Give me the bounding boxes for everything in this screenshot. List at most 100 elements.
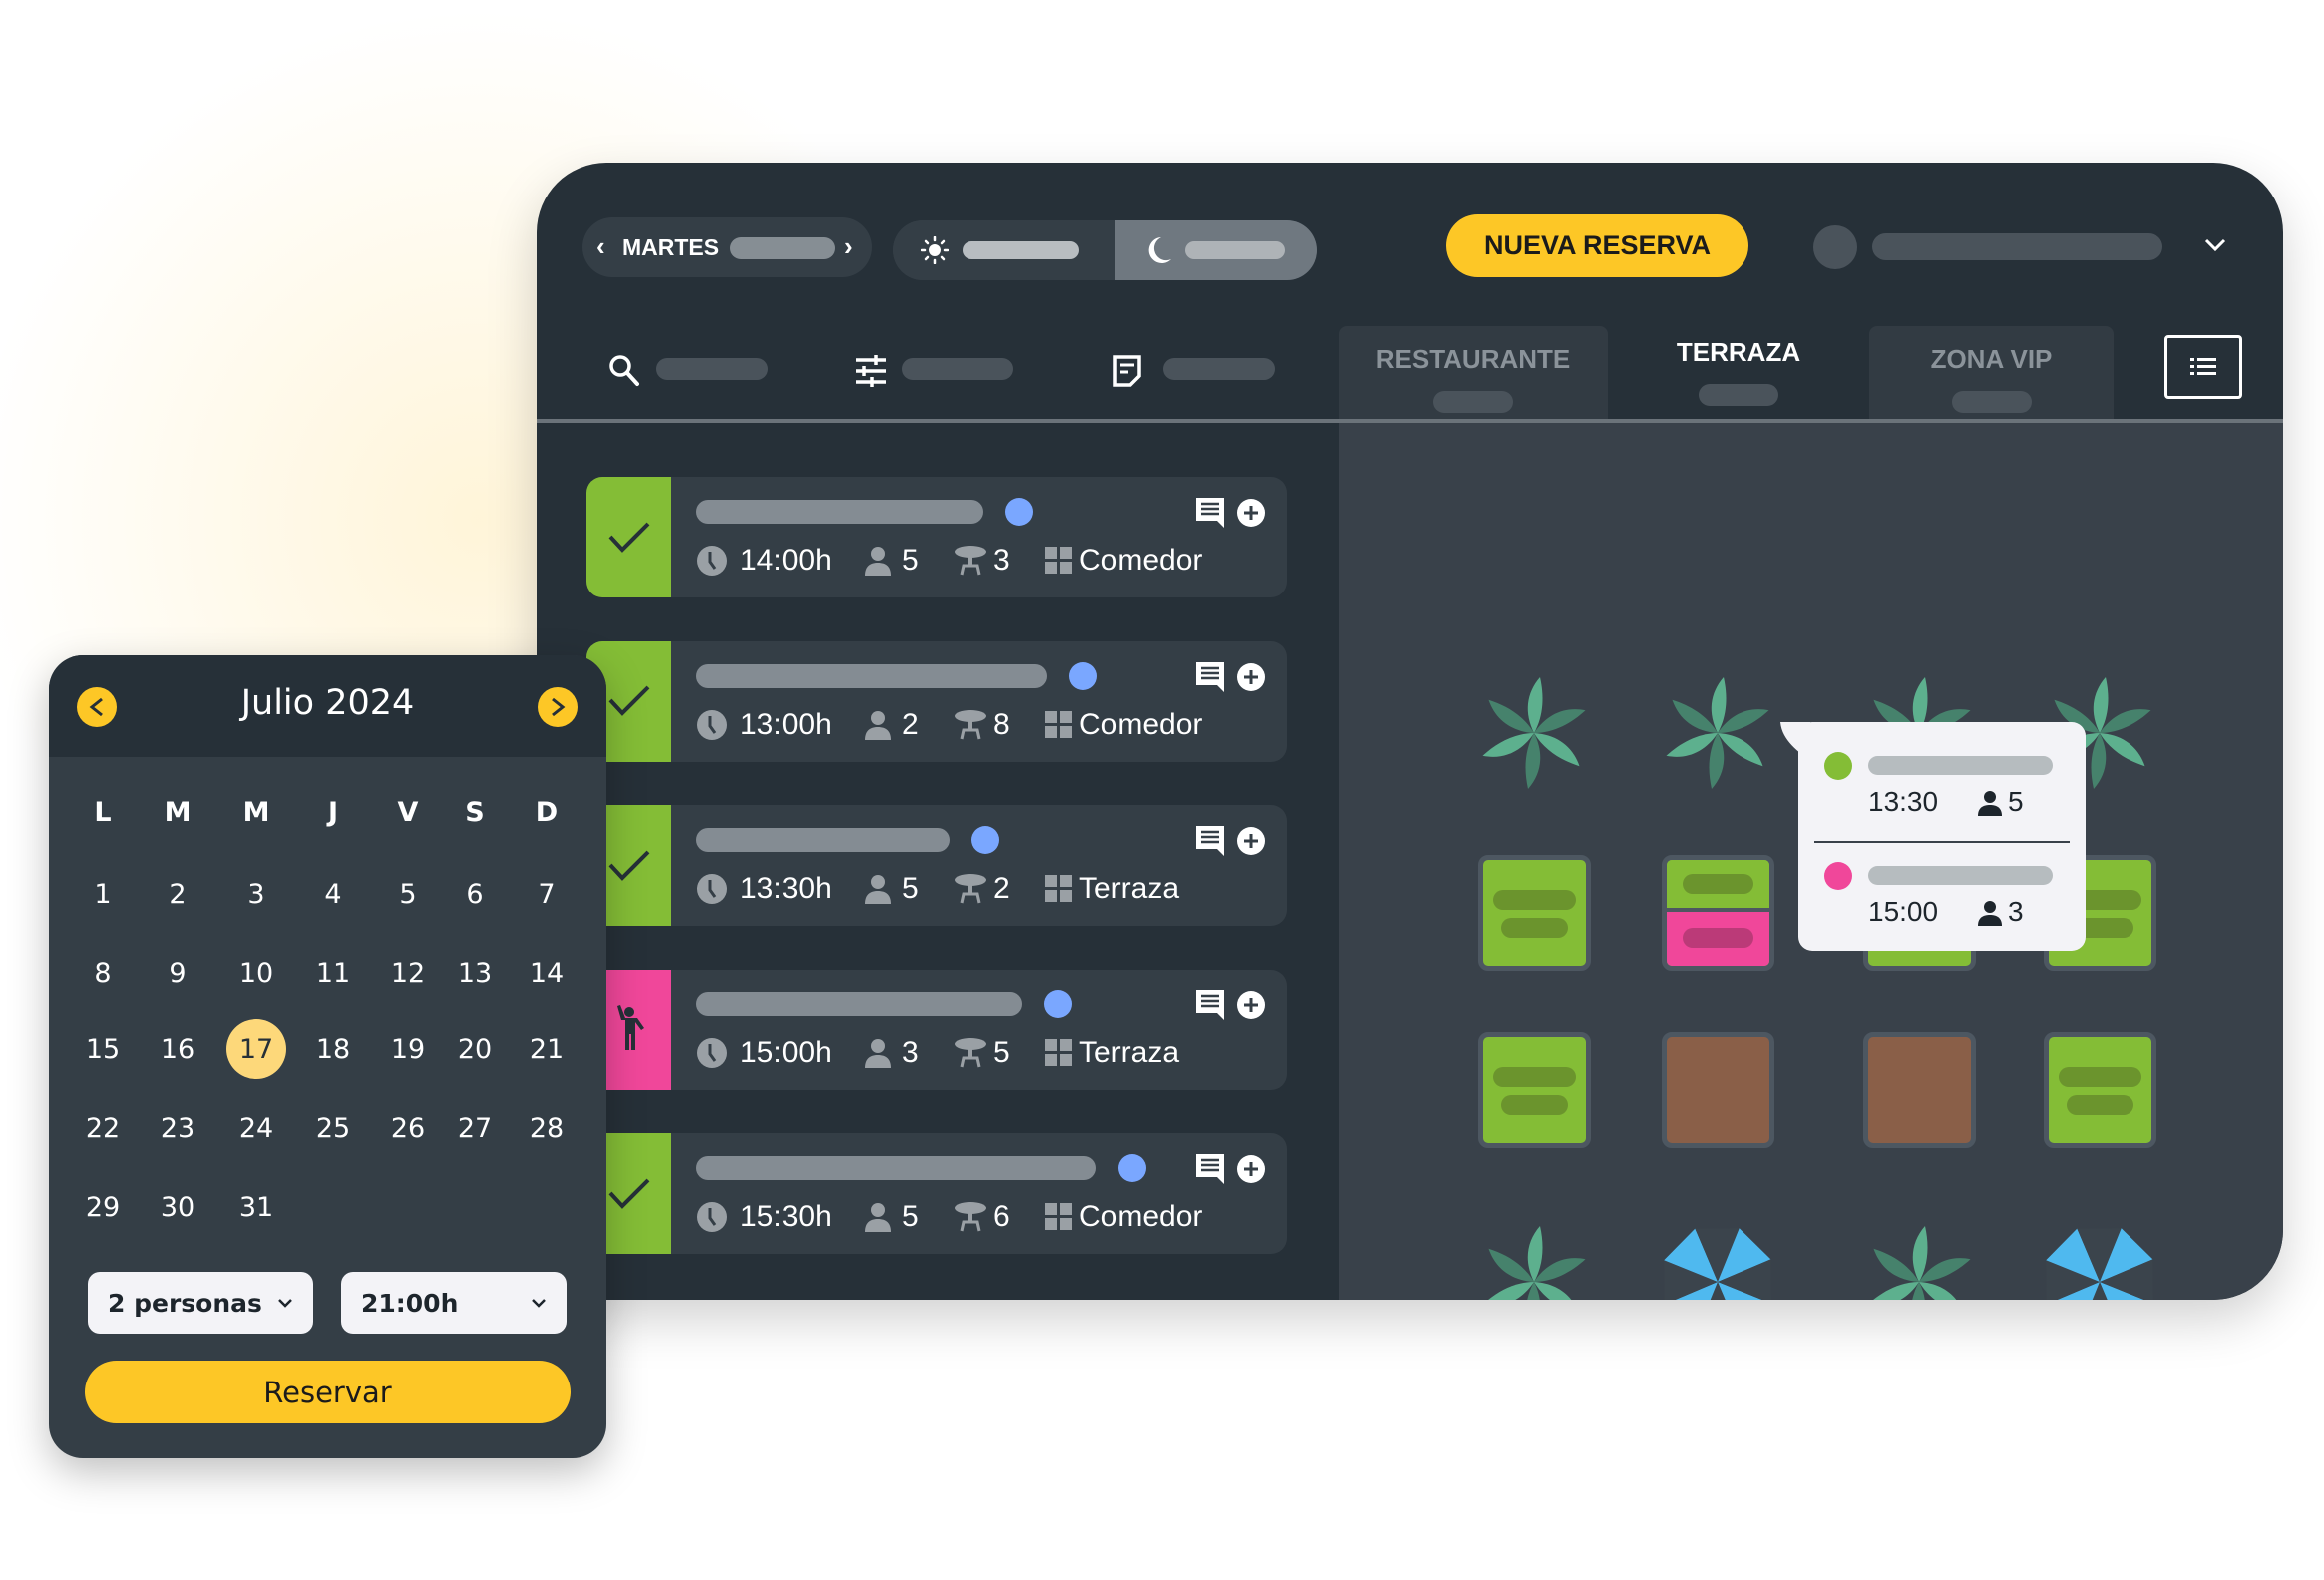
confirmed-status[interactable] [586, 477, 671, 597]
status-dot [1824, 752, 1852, 780]
tab-label: TERRAZA [1676, 337, 1801, 367]
weekday-label: L [94, 796, 112, 828]
calendar-day[interactable]: 27 [457, 1112, 493, 1144]
night-shift-placeholder [1185, 241, 1285, 259]
next-month-button[interactable] [538, 687, 578, 727]
zone-grid-icon [1045, 1203, 1073, 1231]
calendar-day[interactable]: 14 [529, 957, 565, 988]
search-placeholder[interactable] [656, 358, 768, 380]
calendar-day[interactable]: 8 [94, 957, 112, 988]
tab-terraza[interactable]: TERRAZA [1614, 319, 1863, 420]
calendar-day[interactable]: 3 [247, 878, 265, 910]
tab-zona-vip[interactable]: ZONA VIP [1869, 326, 2114, 420]
table-free[interactable] [1478, 855, 1591, 971]
table-split[interactable] [1662, 855, 1774, 971]
prev-day-icon[interactable]: ‹ [596, 231, 605, 261]
calendar-day[interactable]: 15 [85, 1033, 121, 1065]
table-free[interactable] [1478, 1032, 1591, 1148]
table-icon [954, 709, 987, 740]
filter-placeholder[interactable] [902, 358, 1013, 380]
plant-icon [1859, 1222, 1979, 1300]
add-icon[interactable] [1236, 1154, 1266, 1189]
tooltip-time: 15:00 [1868, 896, 1939, 927]
avatar[interactable] [1813, 225, 1857, 269]
calendar-header: Julio 2024 [49, 655, 606, 757]
calendar-day[interactable]: 10 [238, 957, 274, 988]
prev-month-button[interactable] [77, 687, 117, 727]
calendar-day[interactable]: 19 [390, 1033, 426, 1065]
list-view-button[interactable] [2164, 335, 2242, 399]
calendar-day[interactable]: 2 [169, 878, 187, 910]
calendar-day[interactable]: 5 [399, 878, 417, 910]
calendar-day[interactable]: 6 [466, 878, 484, 910]
table-free[interactable] [2044, 1032, 2156, 1148]
table-icon [954, 1202, 987, 1232]
sun-icon [921, 236, 949, 264]
add-icon[interactable] [1236, 826, 1266, 861]
calendar-day[interactable]: 11 [315, 957, 351, 988]
note-icon[interactable] [1112, 354, 1142, 388]
calendar-day[interactable]: 7 [538, 878, 556, 910]
reservation-details: 13:30h 5 2 Terraza [696, 869, 1179, 909]
sliders-icon[interactable] [854, 354, 888, 388]
reservation-card[interactable]: 13:00h 2 8 Comedor [586, 640, 1287, 762]
add-icon[interactable] [1236, 990, 1266, 1025]
add-icon[interactable] [1236, 498, 1266, 533]
table-icon [954, 1037, 987, 1068]
calendar-day[interactable]: 26 [390, 1112, 426, 1144]
next-day-icon[interactable]: › [844, 231, 853, 261]
reservation-card[interactable]: 13:30h 5 2 Terraza [586, 805, 1287, 926]
calendar-day[interactable]: 13 [457, 957, 493, 988]
party-size: 3 [902, 1035, 919, 1069]
shift-toggle[interactable] [893, 220, 1317, 280]
tab-restaurante[interactable]: RESTAURANTE [1339, 326, 1608, 420]
comment-icon[interactable] [1195, 497, 1225, 534]
notes-placeholder[interactable] [1163, 358, 1275, 380]
calendar-day[interactable]: 16 [160, 1033, 195, 1065]
calendar-day[interactable]: 22 [85, 1112, 121, 1144]
comment-icon[interactable] [1195, 825, 1225, 862]
day-shift-option[interactable] [893, 220, 1115, 280]
calendar-day[interactable]: 9 [169, 957, 187, 988]
comment-icon[interactable] [1195, 1153, 1225, 1190]
table-occupied[interactable] [1863, 1032, 1976, 1148]
reservation-card[interactable]: 15:00h 3 5 Terraza [586, 969, 1287, 1090]
tooltip-tail [1780, 722, 1810, 762]
reservations-app-window: ‹ MARTES › NUEVA RESERVA RESTAURANTE TER… [537, 163, 2283, 1300]
calendar-day-selected[interactable]: 17 [226, 1019, 286, 1079]
comment-icon[interactable] [1195, 661, 1225, 698]
new-reservation-button[interactable]: NUEVA RESERVA [1446, 214, 1748, 277]
night-shift-option[interactable] [1115, 220, 1317, 280]
calendar-day[interactable]: 4 [324, 878, 342, 910]
calendar-day[interactable]: 25 [315, 1112, 351, 1144]
calendar-day[interactable]: 31 [238, 1191, 274, 1223]
reserve-button[interactable]: Reservar [85, 1361, 571, 1423]
calendar-day[interactable]: 29 [85, 1191, 121, 1223]
guest-name-placeholder [1868, 866, 2053, 885]
calendar-day[interactable]: 30 [160, 1191, 195, 1223]
table-occupied[interactable] [1662, 1032, 1774, 1148]
calendar-day[interactable]: 20 [457, 1033, 493, 1065]
calendar-day[interactable]: 1 [94, 878, 112, 910]
calendar-day[interactable]: 24 [238, 1112, 274, 1144]
person-icon [864, 710, 892, 740]
calendar-day[interactable]: 28 [529, 1112, 565, 1144]
party-size: 5 [902, 872, 919, 905]
calendar-day[interactable]: 23 [160, 1112, 195, 1144]
add-icon[interactable] [1236, 662, 1266, 697]
reservation-card[interactable]: 15:30h 5 6 Comedor [586, 1133, 1287, 1254]
list-icon [2190, 358, 2216, 375]
chevron-down-icon[interactable] [2204, 238, 2226, 252]
person-icon [864, 1038, 892, 1068]
calendar-day[interactable]: 18 [315, 1033, 351, 1065]
search-icon[interactable] [608, 354, 640, 388]
reservation-details: 15:00h 3 5 Terraza [696, 1033, 1179, 1073]
person-icon [864, 546, 892, 576]
reservation-card[interactable]: 14:00h 5 3 Comedor [586, 477, 1287, 597]
calendar-day[interactable]: 12 [390, 957, 426, 988]
calendar-day[interactable]: 21 [529, 1033, 565, 1065]
people-select[interactable]: 2 personas [88, 1272, 313, 1334]
chevron-down-icon [532, 1299, 546, 1308]
comment-icon[interactable] [1195, 989, 1225, 1026]
time-select[interactable]: 21:00h [341, 1272, 567, 1334]
